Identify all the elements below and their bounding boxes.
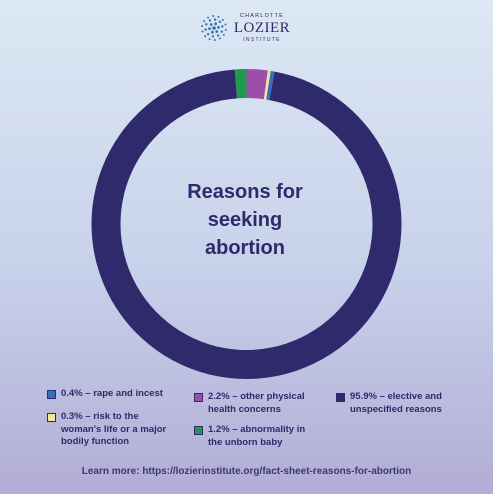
logo-dot	[212, 15, 215, 18]
footer-link-text: Learn more: https://lozierinstitute.org/…	[81, 466, 412, 477]
logo-dot	[216, 34, 220, 37]
logo-dot	[204, 35, 207, 38]
logo-dot	[213, 18, 217, 21]
logo-dot	[205, 23, 208, 26]
logo-dot	[221, 18, 224, 21]
donut-slice-rape	[266, 70, 275, 101]
logo-dot	[222, 33, 225, 36]
logo-charlotte: CHARLOTTE	[239, 13, 285, 19]
logo-dot	[224, 23, 227, 26]
logo-dot	[217, 25, 220, 29]
legend-swatch-elective	[336, 393, 345, 402]
logo-dot	[206, 32, 210, 36]
logo-dot	[221, 25, 224, 28]
logo-dot	[208, 38, 211, 41]
logo: CHARLOTTE LOZIER INSTITUTE	[200, 12, 300, 46]
donut-slice-abnormality	[234, 69, 247, 99]
legend-swatch-abnormality	[194, 426, 203, 435]
legend-label-abnormality: 1.2% – abnormality in the unborn baby	[208, 424, 306, 448]
logo-dots-icon	[201, 15, 227, 41]
logo-dot	[218, 20, 222, 24]
legend-swatch-risk-to-life	[47, 413, 56, 422]
logo-dot	[213, 38, 216, 41]
logo-lozier: LOZIER	[233, 20, 291, 36]
logo-dot	[208, 19, 212, 22]
logo-dot	[208, 27, 211, 31]
logo-dot	[210, 30, 214, 34]
logo-dot	[201, 30, 204, 33]
logo-dot	[215, 30, 219, 33]
logo-dot	[203, 20, 206, 23]
logo-dot	[212, 26, 216, 30]
donut-slice-other	[246, 69, 268, 100]
logo-dot	[201, 25, 204, 28]
logo-dot	[218, 37, 221, 40]
legend-label-rape-incest: 0.4% – rape and incest	[61, 388, 163, 399]
legend-label-risk-to-life: 0.3% – risk to the woman's life or a maj…	[61, 411, 167, 447]
chart-title: Reasons for seeking abortion	[187, 181, 303, 259]
logo-dot	[209, 23, 213, 26]
logo-dot	[204, 28, 207, 31]
logo-dot	[217, 15, 220, 18]
logo-dot	[220, 30, 223, 33]
logo-dot	[214, 22, 218, 26]
logo-dot	[211, 35, 215, 38]
legend-swatch-rape-incest	[47, 390, 56, 399]
logo-institute: INSTITUTE	[243, 37, 281, 43]
donut-slice-risk	[263, 70, 271, 100]
logo-dot	[207, 16, 210, 19]
legend-label-elective: 95.9% – elective and unspecified reasons	[350, 391, 442, 415]
logo-dot	[224, 28, 227, 31]
legend-swatch-physical-health	[194, 393, 203, 402]
legend-label-physical-health: 2.2% – other physical health concerns	[208, 391, 305, 415]
